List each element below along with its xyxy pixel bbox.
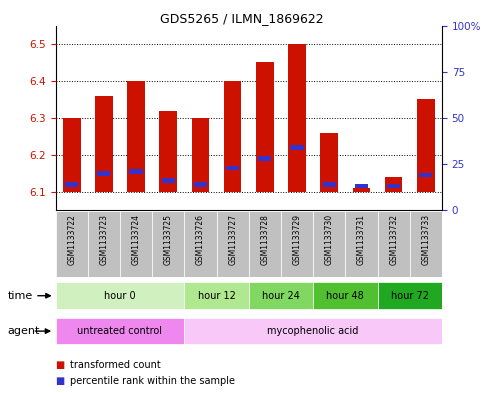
- Bar: [56, 318, 185, 344]
- Text: hour 24: hour 24: [262, 291, 300, 301]
- Text: GSM1133724: GSM1133724: [131, 214, 141, 265]
- Text: ■: ■: [56, 376, 65, 386]
- Bar: [419, 173, 432, 177]
- Bar: [226, 165, 239, 170]
- Bar: [410, 211, 442, 277]
- Text: agent: agent: [7, 326, 40, 336]
- Bar: [95, 96, 113, 192]
- Bar: [323, 182, 336, 187]
- Bar: [185, 283, 249, 309]
- Text: untreated control: untreated control: [77, 326, 162, 336]
- Text: percentile rank within the sample: percentile rank within the sample: [70, 376, 235, 386]
- Bar: [162, 178, 175, 183]
- Bar: [192, 118, 209, 192]
- Bar: [378, 283, 442, 309]
- Bar: [152, 211, 185, 277]
- Text: GSM1133722: GSM1133722: [67, 214, 76, 265]
- Text: time: time: [7, 291, 32, 301]
- Bar: [56, 283, 185, 309]
- Text: ■: ■: [56, 360, 65, 370]
- Text: GSM1133732: GSM1133732: [389, 214, 398, 265]
- Bar: [56, 211, 88, 277]
- Bar: [185, 318, 442, 344]
- Bar: [378, 211, 410, 277]
- Bar: [258, 156, 271, 161]
- Text: mycophenolic acid: mycophenolic acid: [268, 326, 359, 336]
- Text: hour 48: hour 48: [327, 291, 364, 301]
- Bar: [216, 211, 249, 277]
- Text: GSM1133727: GSM1133727: [228, 214, 237, 265]
- Text: GSM1133728: GSM1133728: [260, 214, 270, 265]
- Bar: [320, 133, 338, 192]
- Bar: [120, 211, 152, 277]
- Bar: [385, 177, 402, 192]
- Text: GSM1133723: GSM1133723: [99, 214, 108, 265]
- Text: hour 0: hour 0: [104, 291, 136, 301]
- Text: GSM1133733: GSM1133733: [421, 214, 430, 265]
- Text: hour 12: hour 12: [198, 291, 236, 301]
- Bar: [288, 44, 306, 192]
- Bar: [194, 182, 207, 187]
- Text: GDS5265 / ILMN_1869622: GDS5265 / ILMN_1869622: [160, 12, 323, 25]
- Bar: [355, 184, 368, 189]
- Bar: [290, 145, 304, 150]
- Bar: [127, 81, 145, 192]
- Text: GSM1133729: GSM1133729: [293, 214, 301, 265]
- Bar: [224, 81, 242, 192]
- Bar: [97, 171, 111, 176]
- Bar: [63, 118, 81, 192]
- Text: GSM1133731: GSM1133731: [357, 214, 366, 265]
- Bar: [256, 62, 274, 192]
- Bar: [345, 211, 378, 277]
- Bar: [387, 184, 400, 189]
- Text: GSM1133725: GSM1133725: [164, 214, 173, 265]
- Bar: [353, 188, 370, 192]
- Text: GSM1133726: GSM1133726: [196, 214, 205, 265]
- Bar: [313, 283, 378, 309]
- Bar: [159, 110, 177, 192]
- Bar: [281, 211, 313, 277]
- Bar: [88, 211, 120, 277]
- Bar: [65, 182, 78, 187]
- Text: hour 72: hour 72: [391, 291, 429, 301]
- Text: transformed count: transformed count: [70, 360, 161, 370]
- Bar: [129, 169, 142, 174]
- Text: GSM1133730: GSM1133730: [325, 214, 334, 265]
- Bar: [417, 99, 435, 192]
- Bar: [249, 283, 313, 309]
- Bar: [185, 211, 216, 277]
- Bar: [249, 211, 281, 277]
- Bar: [313, 211, 345, 277]
